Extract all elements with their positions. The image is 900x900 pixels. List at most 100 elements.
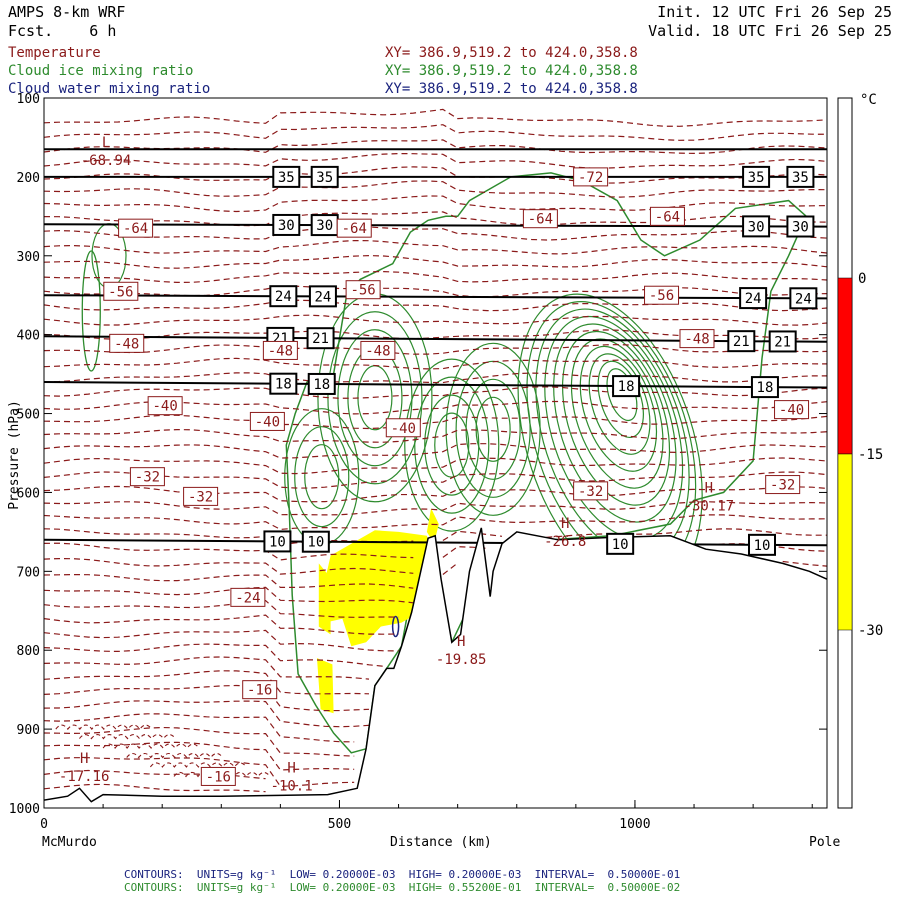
reference-line-label: 35 <box>748 170 765 186</box>
temperature-contour <box>44 211 827 227</box>
reference-line-box <box>606 532 635 555</box>
temperature-contour <box>782 560 827 567</box>
temperature-label: -40 <box>391 421 416 437</box>
forecast-hour: Fcst. 6 h <box>8 22 117 40</box>
temperature-contour <box>44 656 370 680</box>
ice-contour <box>404 358 500 532</box>
y-tick-label: 100 <box>17 92 40 107</box>
temperature-contour <box>44 428 827 443</box>
extremum-marker: L <box>102 135 110 151</box>
legend-xy-entry: XY= 386.9,519.2 to 424.0,358.8 <box>385 63 638 79</box>
temperature-label-box <box>345 280 381 300</box>
reference-line-box <box>272 165 301 188</box>
reference-line-label: 30 <box>316 218 333 234</box>
temperature-contour <box>44 741 355 771</box>
y-tick-label: 900 <box>17 723 40 738</box>
temperature-contour <box>44 713 355 743</box>
x-tick-label: 1000 <box>619 817 650 832</box>
extremum-value: -10.1 <box>271 778 313 794</box>
reference-line-box <box>612 375 641 398</box>
ice-contour <box>588 353 651 455</box>
temperature-label-box <box>147 396 183 416</box>
temperature-contour <box>44 542 414 561</box>
temperature-label: -16 <box>206 769 231 785</box>
temperature-contour <box>44 166 827 184</box>
reference-line-box <box>272 213 301 236</box>
reference-line-label: 18 <box>313 377 330 393</box>
temperature-contour <box>44 514 827 531</box>
x-tick-label: 500 <box>328 817 351 832</box>
water-region <box>318 563 331 635</box>
plot-frame <box>43 97 828 809</box>
temperature-contour <box>44 528 414 546</box>
temperature-contour <box>44 485 827 503</box>
temperature-contour <box>44 443 827 459</box>
extremum-marker: H <box>561 516 569 532</box>
ice-contour <box>304 444 340 510</box>
temperature-label-box <box>242 680 278 700</box>
reference-line-label: 18 <box>618 379 635 395</box>
ice-contour <box>424 394 480 496</box>
temperature-label: -48 <box>365 343 390 359</box>
temperature-contour <box>44 124 827 141</box>
reference-line-box <box>307 372 336 395</box>
valid-time: Valid. 18 UTC Fri 26 Sep 25 <box>648 22 892 40</box>
temperature-label-box <box>360 340 396 360</box>
temperature-contour <box>546 528 827 538</box>
temperature-label: -48 <box>268 343 293 359</box>
colorbar-unit: °C <box>860 92 877 108</box>
reference-line-box <box>263 530 292 553</box>
temperature-contour <box>44 386 827 399</box>
temperature-label: -16 <box>247 683 272 699</box>
temperature-label: -40 <box>779 403 804 419</box>
legend-xy: XY= 386.9,519.2 to 424.0,358.8 XY= 386.9,… <box>385 44 638 98</box>
legend-entry: Temperature <box>8 45 101 61</box>
temperature-contour <box>44 670 370 695</box>
footer-water: CONTOURS: UNITS=g kg⁻¹ LOW= 0.20000E-03 … <box>124 868 681 881</box>
reference-line-label: 24 <box>745 291 762 307</box>
temperature-contour <box>102 743 200 749</box>
y-tick-label: 800 <box>17 644 40 659</box>
temperature-label-box <box>200 766 236 786</box>
extremum-value: -19.85 <box>436 652 487 668</box>
reference-line-label: 35 <box>316 170 333 186</box>
reference-line-label: 10 <box>307 535 324 551</box>
y-axis-title: Pressure (hPa) <box>7 400 22 510</box>
temperature-label: -40 <box>152 399 177 415</box>
water-region <box>426 508 439 544</box>
ice-contour <box>579 345 658 472</box>
reference-line-box <box>308 285 337 308</box>
temperature-label-box <box>262 340 298 360</box>
temperature-contour <box>44 501 827 516</box>
colorbar-band <box>837 453 853 631</box>
temperature-label-box <box>183 486 219 506</box>
y-tick-label: 200 <box>17 171 40 186</box>
temperature-contour <box>44 726 355 757</box>
temperature-label-box <box>118 218 154 238</box>
temperature-label-box <box>230 587 266 607</box>
temperature-label-box <box>522 209 558 229</box>
reference-line-box <box>269 285 298 308</box>
temperature-contour <box>44 254 827 269</box>
extremum-value: -30.17 <box>684 498 735 514</box>
terrain-fill <box>44 527 827 808</box>
reference-line-label: 21 <box>733 334 750 350</box>
reference-line-box <box>786 215 815 238</box>
ice-contour <box>561 330 671 506</box>
legend-entry: Cloud water mixing ratio <box>8 81 211 97</box>
ice-contour <box>475 396 511 462</box>
temperature-contour <box>44 629 399 652</box>
temperature-contour <box>44 139 827 155</box>
reference-line-label: 21 <box>312 331 329 347</box>
reference-line-box <box>747 533 776 556</box>
ice-contour <box>284 408 360 546</box>
extremum-value: -26.8 <box>544 534 586 550</box>
temperature-label: -56 <box>350 283 375 299</box>
colorbar-band <box>837 277 853 455</box>
reference-line-label: 30 <box>748 219 765 235</box>
temperature-contour <box>44 270 827 284</box>
temperature-label: -56 <box>108 284 133 300</box>
reference-line <box>44 294 827 300</box>
ice-contour-left <box>81 250 101 372</box>
reference-line-box <box>789 287 818 310</box>
